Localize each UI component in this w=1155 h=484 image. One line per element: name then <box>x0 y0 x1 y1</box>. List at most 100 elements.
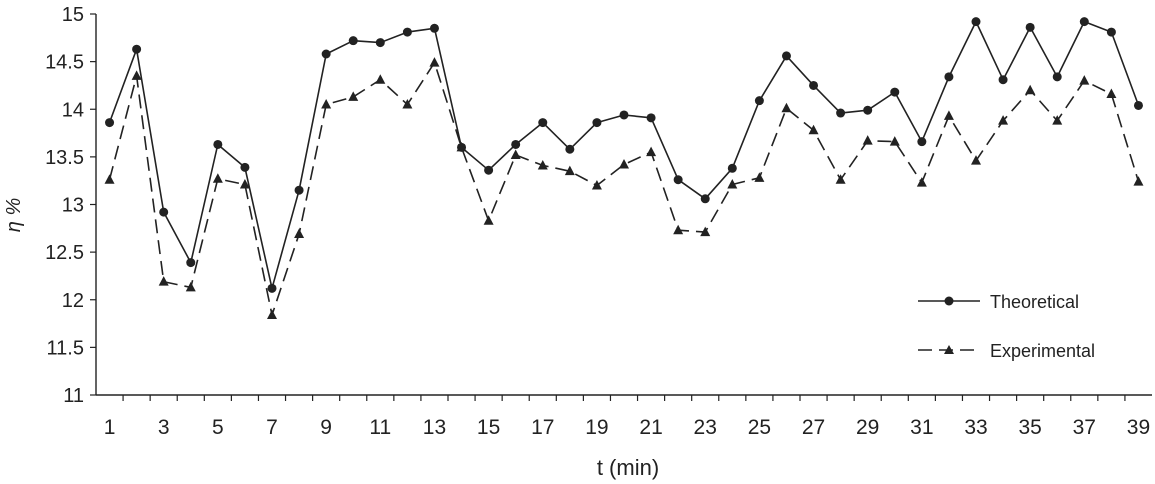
data-point-theoretical <box>754 96 764 106</box>
x-tick-label: 13 <box>423 416 446 439</box>
data-point-experimental <box>673 224 684 235</box>
y-tick-label: 11 <box>63 385 84 407</box>
data-point-theoretical <box>132 44 142 54</box>
data-point-experimental <box>619 158 629 169</box>
series-line-theoretical <box>108 20 1140 290</box>
data-point-experimental <box>348 91 359 101</box>
x-tick-label: 33 <box>964 416 987 439</box>
data-point-experimental <box>916 177 927 187</box>
x-tick-label: 27 <box>802 416 825 439</box>
legend-theoretical-label: Theoretical <box>990 292 1079 312</box>
y-tick-label: 12.5 <box>45 242 84 264</box>
data-point-experimental <box>212 173 223 183</box>
data-point-theoretical <box>944 72 954 82</box>
data-point-theoretical <box>917 137 927 147</box>
x-tick-label: 11 <box>369 416 391 439</box>
series-theoretical <box>105 17 1143 293</box>
data-point-experimental <box>402 98 413 109</box>
data-point-experimental <box>375 74 386 84</box>
x-tick-label: 5 <box>212 416 224 439</box>
data-point-theoretical <box>240 162 250 172</box>
data-point-experimental <box>537 159 548 170</box>
data-point-theoretical <box>727 163 737 173</box>
data-point-theoretical <box>1052 72 1062 82</box>
data-point-theoretical <box>429 23 439 33</box>
data-point-experimental <box>294 228 305 239</box>
data-point-theoretical <box>971 17 981 27</box>
data-point-theoretical <box>592 118 602 128</box>
series-layer <box>104 17 1144 319</box>
data-point-theoretical <box>998 75 1008 85</box>
y-tick-label: 15 <box>62 4 84 26</box>
data-point-experimental <box>971 155 981 165</box>
y-tick-label: 11.5 <box>47 337 84 359</box>
data-point-experimental <box>754 172 765 182</box>
data-point-experimental <box>591 179 602 190</box>
data-point-theoretical <box>700 194 710 204</box>
data-point-theoretical <box>1079 17 1089 27</box>
data-point-theoretical <box>321 49 331 59</box>
x-tick-label: 17 <box>531 416 554 439</box>
data-point-theoretical <box>646 113 656 123</box>
x-tick-label: 21 <box>639 416 662 439</box>
data-point-theoretical <box>267 283 277 293</box>
data-point-experimental <box>998 115 1009 125</box>
data-point-experimental <box>321 98 332 109</box>
data-point-experimental <box>456 141 467 152</box>
data-point-theoretical <box>1025 22 1035 32</box>
data-point-theoretical <box>809 80 819 90</box>
data-point-theoretical <box>538 118 548 128</box>
legend-experimental-label: Experimental <box>990 341 1095 361</box>
data-point-theoretical <box>294 185 304 195</box>
data-point-theoretical <box>186 258 196 268</box>
x-tick-label: 25 <box>748 416 771 439</box>
data-point-experimental <box>267 309 277 319</box>
data-point-experimental <box>646 146 657 157</box>
y-tick-label: 13.5 <box>45 147 84 169</box>
data-point-theoretical <box>159 207 169 217</box>
data-point-experimental <box>835 174 846 184</box>
x-tick-label: 31 <box>910 416 933 439</box>
data-point-experimental <box>564 165 575 176</box>
x-tick-label: 7 <box>266 416 278 439</box>
x-tick-label: 37 <box>1073 416 1096 439</box>
data-point-theoretical <box>484 165 494 175</box>
data-point-theoretical <box>213 139 223 149</box>
legend-experimental-marker <box>944 345 954 354</box>
data-point-experimental <box>1025 84 1036 95</box>
y-tick-label: 14.5 <box>45 52 84 74</box>
data-point-experimental <box>1133 176 1144 186</box>
x-tick-label: 3 <box>158 416 170 439</box>
y-tick-label: 12 <box>62 290 84 312</box>
y-axis-label: η % <box>3 198 25 232</box>
data-point-theoretical <box>375 38 385 48</box>
data-point-theoretical <box>619 110 629 120</box>
series-line-experimental <box>108 61 1140 316</box>
data-point-experimental <box>889 136 900 146</box>
data-point-experimental <box>239 178 250 189</box>
data-point-theoretical <box>1133 100 1143 110</box>
data-point-experimental <box>781 102 792 113</box>
data-point-theoretical <box>781 51 791 61</box>
data-point-experimental <box>510 149 521 159</box>
data-point-theoretical <box>836 108 846 118</box>
data-point-experimental <box>483 215 494 225</box>
data-point-theoretical <box>1106 27 1116 37</box>
data-point-theoretical <box>890 87 900 97</box>
x-tick-label: 19 <box>585 416 608 439</box>
data-point-experimental <box>727 178 738 189</box>
data-point-experimental <box>808 124 819 135</box>
data-point-experimental <box>1106 88 1117 99</box>
data-point-theoretical <box>105 118 115 128</box>
x-axis-label: t (min) <box>597 455 659 480</box>
data-point-theoretical <box>565 144 575 154</box>
data-point-experimental <box>104 174 115 184</box>
series-experimental <box>104 57 1144 319</box>
data-point-theoretical <box>673 175 683 185</box>
data-point-experimental <box>1079 75 1090 85</box>
x-tick-label: 35 <box>1018 416 1041 439</box>
x-tick-label: 23 <box>694 416 717 439</box>
data-point-experimental <box>185 281 196 292</box>
